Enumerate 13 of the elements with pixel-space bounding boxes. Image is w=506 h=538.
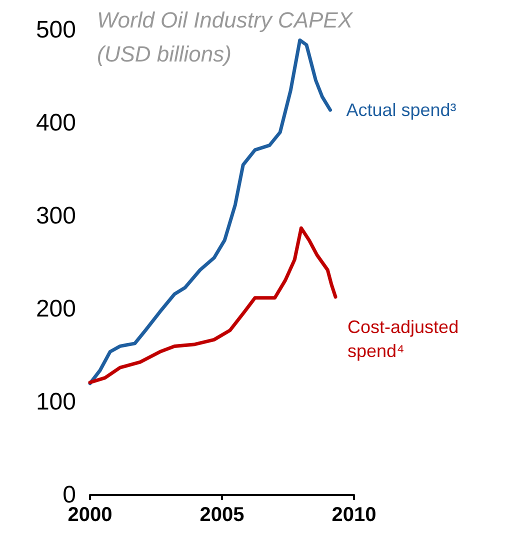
y-tick-label: 300 [36,202,76,230]
y-tick-label: 100 [36,388,76,416]
line-series [88,38,332,386]
x-tick-label: 2010 [332,504,376,526]
x-tick-label: 2005 [200,504,244,526]
series-label: Cost-adjusted spend⁴ [348,316,464,361]
line-series [88,226,338,384]
y-tick-label: 200 [36,296,76,322]
y-tick-label: 400 [36,110,76,136]
series-label: Actual spend³ [346,100,456,120]
chart-title: World Oil Industry CAPEX [97,8,354,32]
text: (USD billions) [97,42,232,66]
y-tick-label: 500 [36,16,76,44]
